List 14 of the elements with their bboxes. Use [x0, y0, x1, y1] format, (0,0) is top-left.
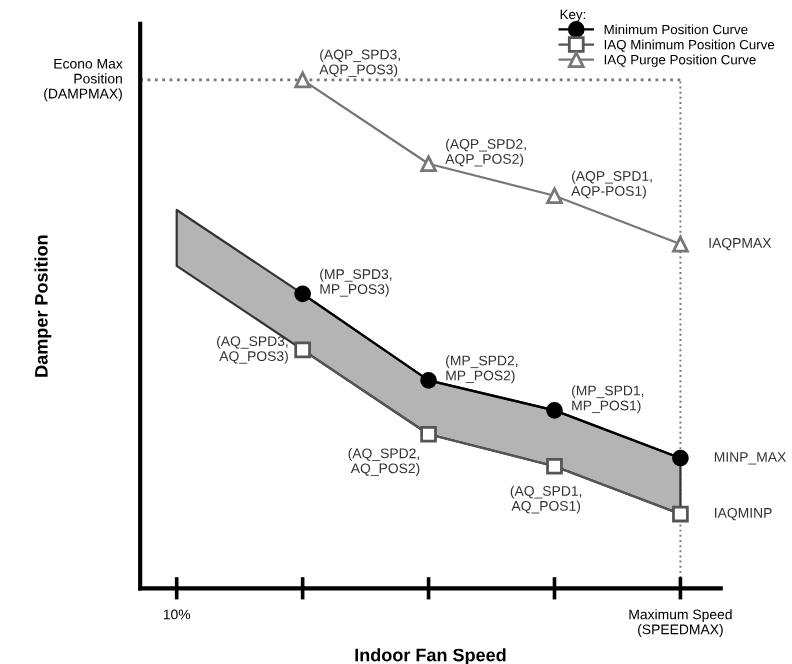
point [546, 187, 563, 205]
point [294, 341, 311, 359]
point [420, 155, 437, 173]
point [672, 235, 689, 253]
point [294, 71, 311, 89]
x-axis-title: Indoor Fan Speed [355, 648, 506, 664]
point [546, 457, 563, 475]
point [294, 285, 311, 303]
point [672, 449, 689, 467]
point [672, 505, 689, 523]
point [420, 425, 437, 443]
point [420, 372, 437, 389]
y-axis-title: Damper Position [34, 235, 52, 377]
point [546, 402, 563, 419]
